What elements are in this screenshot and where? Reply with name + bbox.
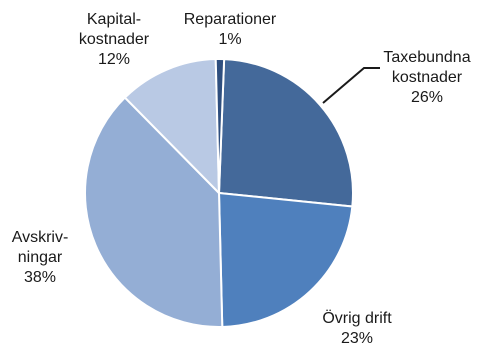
- pie-slice-taxebundna: [218, 58, 354, 208]
- slice-labels: Taxebundna kostnader 26% Övrig drift 23% Avsk…: [12, 11, 471, 344]
- pie-slice-kapitalkostnader: [123, 58, 220, 194]
- category-label-taxebundna: kostnader: [392, 69, 463, 86]
- pie-slice-avskrivningar: [84, 96, 224, 328]
- data-label-reparationer: 1%: [218, 31, 241, 48]
- category-label-kapitalkostnader: Kapital-: [87, 11, 141, 28]
- pie-slice-ovrig-drift: [218, 192, 354, 328]
- data-label-kapitalkostnader: 12%: [98, 51, 130, 68]
- category-label-avskrivningar: Avskriv-: [12, 229, 69, 246]
- slice-label-reparationer: Reparationer 1%: [184, 11, 277, 48]
- pie-slices: [84, 58, 354, 328]
- leader-lines: [322, 67, 380, 104]
- category-label-taxebundna: Taxebundna: [383, 49, 470, 66]
- slice-label-taxebundna: Taxebundna kostnader 26%: [383, 49, 470, 106]
- category-label-reparationer: Reparationer: [184, 11, 277, 28]
- pie-slice-reparationer: [214, 58, 226, 194]
- category-label-kapitalkostnader: kostnader: [79, 31, 150, 48]
- slice-label-ovrig-drift: Övrig drift 23%: [322, 309, 392, 344]
- data-label-taxebundna: 26%: [411, 89, 443, 106]
- data-label-avskrivningar: 38%: [24, 269, 56, 286]
- leader-line-taxebundna: [322, 67, 380, 104]
- category-label-ovrig-drift: Övrig drift: [322, 309, 392, 327]
- data-label-ovrig-drift: 23%: [341, 330, 373, 344]
- slice-label-avskrivningar: Avskriv-ningar 38%: [12, 229, 69, 286]
- slice-label-kapitalkostnader: Kapital-kostnader 12%: [79, 11, 150, 68]
- category-label-avskrivningar: ningar: [18, 249, 63, 266]
